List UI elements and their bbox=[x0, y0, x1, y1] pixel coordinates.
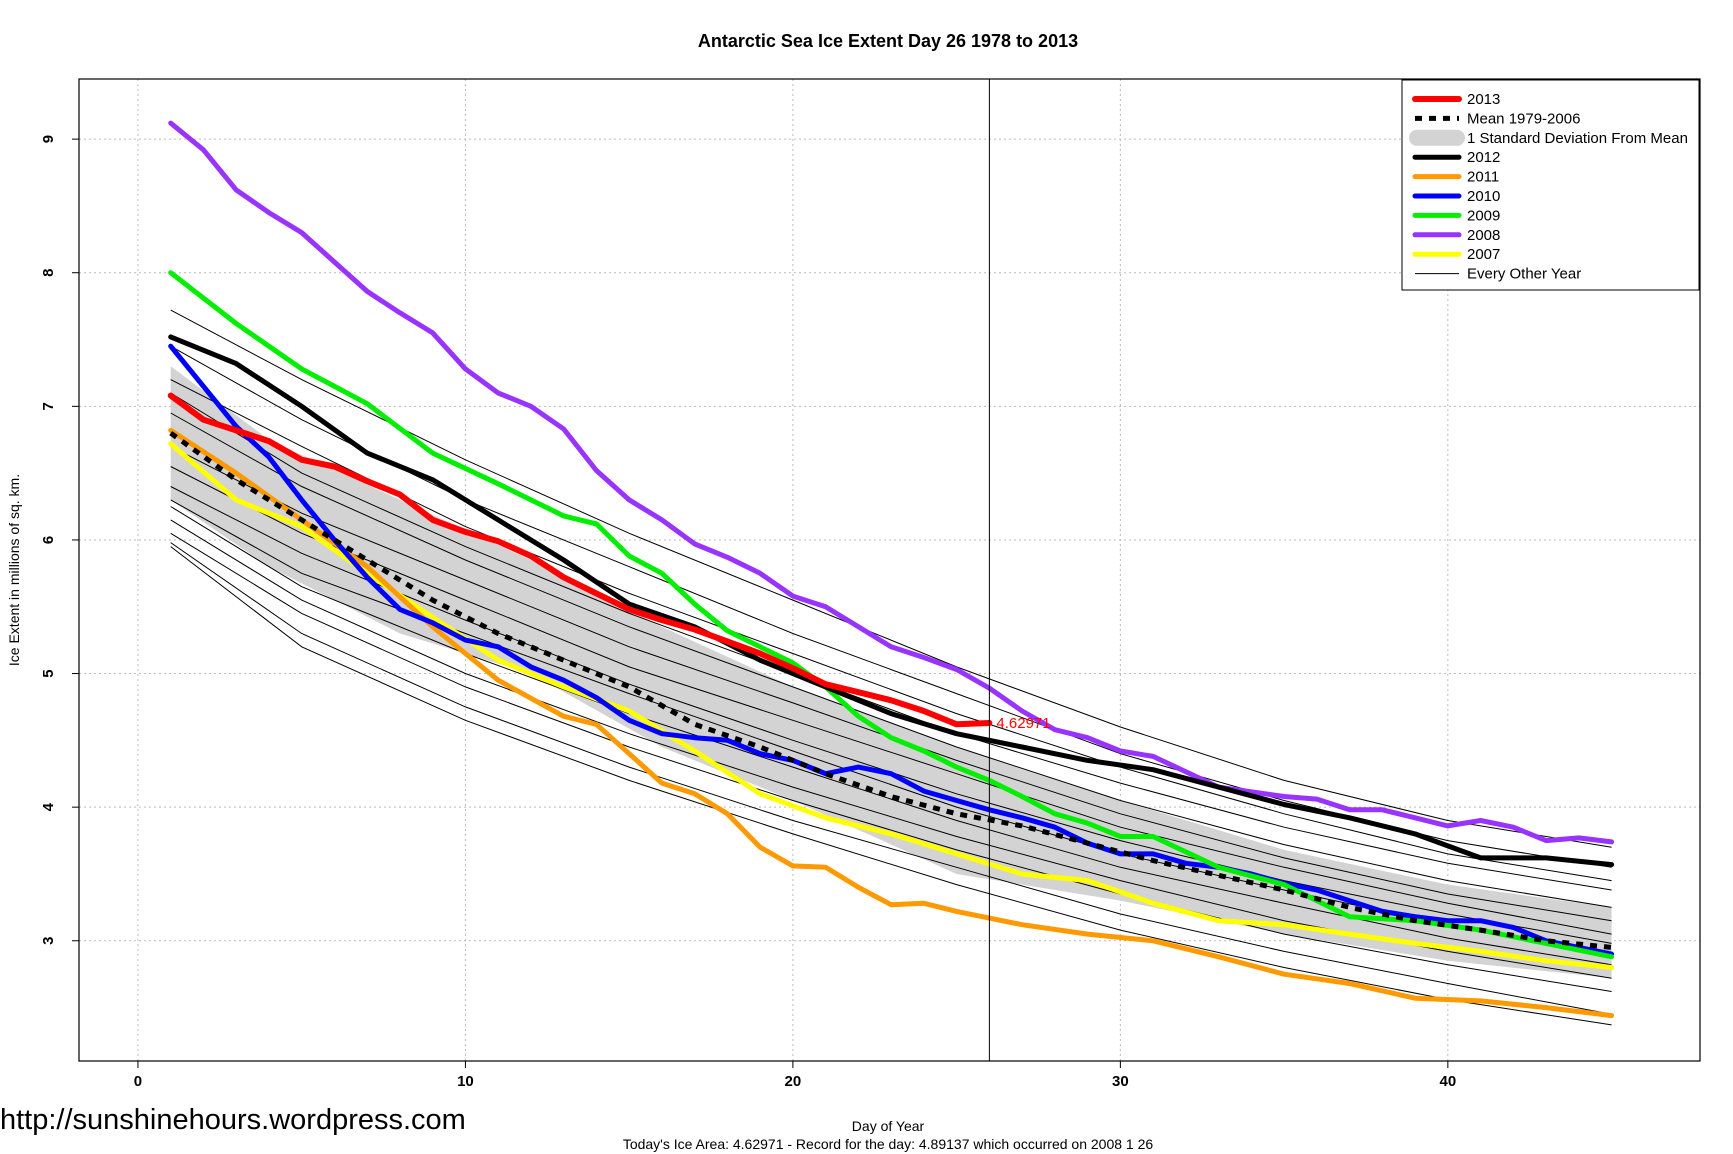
other-year-line bbox=[170, 466, 1612, 935]
y-axis-label: Ice Extent in millions of sq. km. bbox=[6, 474, 22, 666]
series-line-2012 bbox=[168, 334, 1615, 868]
y-tick-label: 8 bbox=[40, 269, 57, 277]
series-line-2008 bbox=[168, 120, 1615, 845]
legend-label: 2008 bbox=[1467, 227, 1500, 244]
legend-label: 2013 bbox=[1467, 91, 1500, 108]
other-year-line bbox=[170, 506, 1612, 966]
other-year-line bbox=[170, 309, 1612, 848]
watermark-url: http://sunshinehours.wordpress.com bbox=[0, 1104, 466, 1136]
series-line-2009 bbox=[168, 270, 1615, 960]
y-axis: 3 4 5 6 7 8 9 bbox=[40, 135, 79, 945]
y-tick-label: 5 bbox=[40, 669, 57, 677]
std-dev-band-layer bbox=[170, 366, 1612, 979]
y-tick-label: 4 bbox=[40, 802, 57, 811]
legend-label: 2009 bbox=[1467, 207, 1500, 224]
legend-label: 1 Standard Deviation From Mean bbox=[1467, 130, 1688, 147]
y-tick-label: 7 bbox=[40, 402, 57, 410]
x-tick-label: 20 bbox=[785, 1073, 802, 1090]
y-tick-label: 9 bbox=[40, 135, 57, 143]
legend-label: 2011 bbox=[1467, 169, 1499, 186]
legend-label: 2010 bbox=[1467, 188, 1500, 205]
other-year-line bbox=[170, 532, 1612, 992]
x-tick-label: 0 bbox=[134, 1073, 142, 1090]
series-line-2007 bbox=[168, 441, 1615, 970]
x-tick-label: 30 bbox=[1112, 1073, 1129, 1090]
legend-label: 2012 bbox=[1467, 149, 1500, 166]
legend: 2013 Mean 1979-2006 1 Standard Deviation F… bbox=[1401, 79, 1700, 291]
series-line-mean-1979-2006 bbox=[169, 431, 1612, 950]
legend-label: 2007 bbox=[1467, 246, 1500, 263]
plot-frame bbox=[78, 78, 1701, 1062]
legend-label: Every Other Year bbox=[1467, 266, 1581, 283]
x-tick-label: 10 bbox=[457, 1073, 474, 1090]
x-axis-label: Day of Year bbox=[852, 1118, 925, 1134]
footer-note: Today's Ice Area: 4.62971 - Record for t… bbox=[623, 1136, 1154, 1152]
other-year-line bbox=[170, 412, 1612, 908]
highlighted-series-layer bbox=[167, 120, 1615, 1019]
series-line-2010 bbox=[168, 343, 1615, 957]
series-line-2011 bbox=[168, 427, 1615, 1019]
x-tick-label: 40 bbox=[1440, 1073, 1457, 1090]
other-year-line bbox=[170, 546, 1612, 1026]
std-dev-band bbox=[170, 366, 1612, 979]
y-tick-label: 6 bbox=[40, 536, 57, 544]
legend-label: Mean 1979-2006 bbox=[1467, 110, 1580, 127]
x-axis: 0 10 20 30 40 bbox=[134, 1061, 1456, 1090]
series-line-2013 bbox=[167, 392, 993, 728]
current-value-label: 4.62971 bbox=[996, 715, 1050, 732]
chart-title: Antarctic Sea Ice Extent Day 26 1978 to … bbox=[698, 31, 1078, 51]
other-year-line bbox=[170, 542, 1612, 1015]
other-year-line bbox=[170, 392, 1612, 891]
y-tick-label: 3 bbox=[40, 937, 57, 945]
other-year-line bbox=[170, 445, 1612, 922]
